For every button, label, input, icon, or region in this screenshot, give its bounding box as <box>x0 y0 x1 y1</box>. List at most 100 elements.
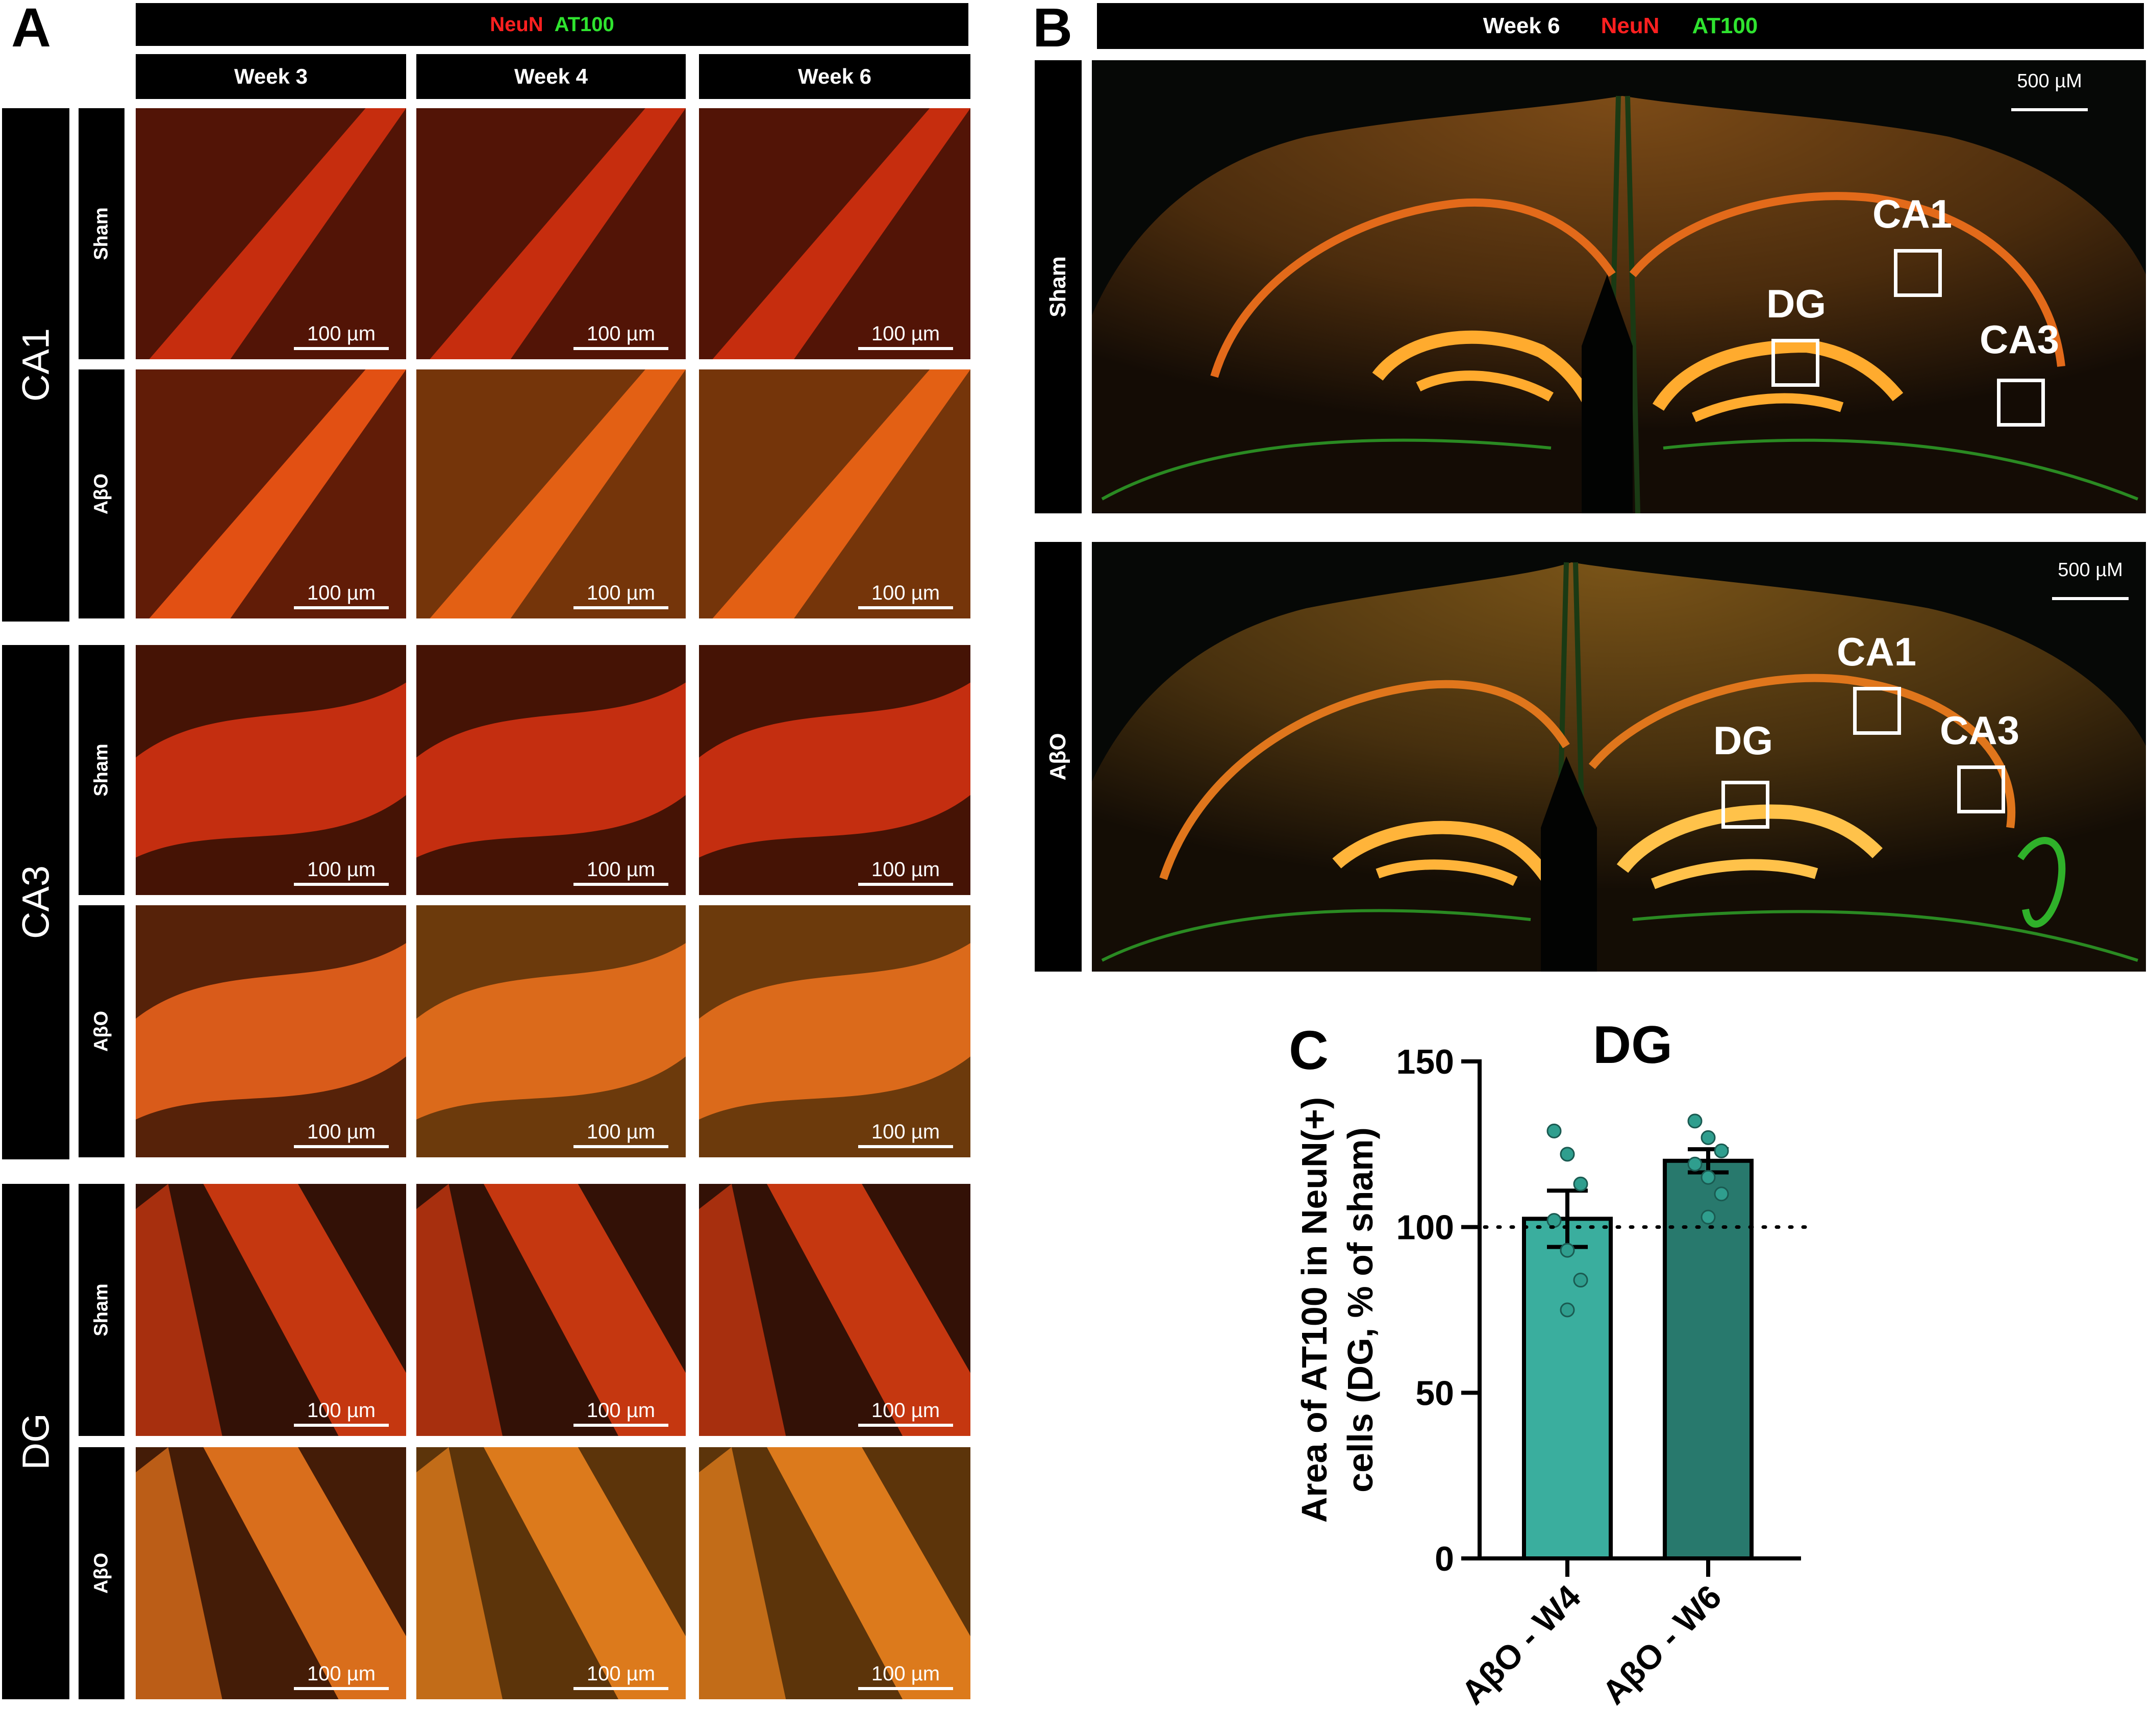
scale-bar-100um: 100 µm <box>573 1399 668 1427</box>
row-label-sham: Sham <box>1035 60 1082 513</box>
coronal-section-sham-image <box>1092 60 2146 513</box>
micrograph-dg-abo-col1 <box>136 1447 406 1699</box>
data-point <box>1714 1186 1729 1202</box>
scale-bar-100um: 100 µm <box>858 582 953 609</box>
panel-c-letter: C <box>1289 1019 1329 1081</box>
roi-label-ca3-abo: CA3 <box>1940 708 2020 753</box>
micrograph-ca1-sham-col1 <box>136 108 406 359</box>
scale-bar-100um: 100 µm <box>573 858 668 886</box>
micrograph-ca3-abo-col2 <box>416 905 686 1157</box>
data-point <box>1546 1213 1562 1228</box>
scale-bar-100um: 100 µm <box>858 1121 953 1148</box>
roi-dg-sham <box>1771 339 1819 387</box>
marker-neun-label: NeuN <box>1601 13 1660 38</box>
scale-bar-100um: 100 µm <box>858 323 953 350</box>
data-point <box>1687 1156 1703 1172</box>
scale-bar-100um: 100 µm <box>858 1399 953 1427</box>
panel-a-header: NeuN AT100 <box>136 3 968 46</box>
roi-label-dg-sham: DG <box>1766 281 1826 326</box>
micrograph-ca3-abo-col3 <box>699 905 970 1157</box>
roi-ca1-sham <box>1894 249 1942 297</box>
panel-b-header: Week 6 NeuN AT100 <box>1097 3 2144 49</box>
micrograph-dg-abo-col2 <box>416 1447 686 1699</box>
y-axis-label: Area of AT100 in NeuN(+) <box>1294 1097 1334 1523</box>
scale-bar-100um: 100 µm <box>573 1663 668 1690</box>
group-label-abo-ca3: AβO <box>79 905 124 1157</box>
micrograph-ca3-abo-col1 <box>136 905 406 1157</box>
region-label-dg: DG <box>2 1184 69 1699</box>
y-tick-label: 100 <box>1396 1208 1454 1247</box>
scale-bar-100um: 100 µm <box>858 858 953 886</box>
row-label-abo: AβO <box>1035 542 1082 972</box>
panel-a-letter: A <box>11 0 51 58</box>
micrograph-dg-sham-col1 <box>136 1184 406 1436</box>
group-label-sham-ca3: Sham <box>79 645 124 895</box>
data-point <box>1701 1170 1716 1185</box>
data-point <box>1560 1243 1575 1258</box>
roi-label-ca1-sham: CA1 <box>1872 191 1953 236</box>
marker-neun-label: NeuN <box>490 13 543 36</box>
column-header-week-6: Week 6 <box>699 54 970 99</box>
data-point <box>1701 1130 1716 1145</box>
micrograph-ca1-sham-col2 <box>416 108 686 359</box>
roi-label-dg-abo: DG <box>1713 718 1773 763</box>
region-label-ca1: CA1 <box>2 108 69 622</box>
timepoint-label: Week 6 <box>1483 13 1560 38</box>
roi-ca1-abo <box>1853 687 1901 735</box>
data-point <box>1573 1273 1588 1288</box>
scale-bar-100um: 100 µm <box>294 323 389 350</box>
x-category-label-2: AβO - W6 <box>1595 1578 1729 1712</box>
coronal-section-abo-image <box>1092 542 2146 972</box>
scale-bar-100um: 100 µm <box>294 1399 389 1427</box>
scale-bar-abo-section: 500 µM <box>2052 559 2129 600</box>
micrograph-dg-sham-col2 <box>416 1184 686 1436</box>
scale-bar-100um: 100 µm <box>858 1663 953 1690</box>
roi-label-ca3-sham: CA3 <box>1980 317 2060 362</box>
group-label-sham-ca1: Sham <box>79 108 124 359</box>
chart-title: DG <box>1593 1015 1672 1075</box>
scale-bar-100um: 100 µm <box>573 582 668 609</box>
group-label-abo-ca1: AβO <box>79 369 124 618</box>
micrograph-dg-sham-col3 <box>699 1184 970 1436</box>
data-point <box>1701 1209 1716 1225</box>
panel-b-letter: B <box>1033 0 1072 58</box>
group-label-sham-dg: Sham <box>79 1184 124 1436</box>
data-point <box>1714 1143 1729 1158</box>
micrograph-ca3-sham-col3 <box>699 645 970 895</box>
data-point <box>1560 1147 1575 1162</box>
scale-bar-100um: 100 µm <box>294 582 389 609</box>
bar-1 <box>1522 1217 1613 1560</box>
dg-bar-chart: 0 50 100 150 Area of AT100 in NeuN(+) cells (… <box>1294 1043 1818 1712</box>
roi-ca3-abo <box>1957 765 2005 813</box>
roi-dg-abo <box>1721 781 1769 829</box>
micrograph-ca1-abo-col2 <box>416 369 686 618</box>
y-tick-label: 150 <box>1396 1043 1454 1081</box>
scale-bar-100um: 100 µm <box>294 1663 389 1690</box>
micrograph-ca3-sham-col2 <box>416 645 686 895</box>
data-point <box>1560 1302 1575 1318</box>
micrograph-dg-abo-col3 <box>699 1447 970 1699</box>
column-header-week-3: Week 3 <box>136 54 406 99</box>
y-axis-label: cells (DG, % of sham) <box>1340 1127 1380 1493</box>
micrograph-ca1-abo-col1 <box>136 369 406 618</box>
scale-bar-100um: 100 µm <box>294 858 389 886</box>
micrograph-ca1-abo-col3 <box>699 369 970 618</box>
scale-bar-sham-section: 500 µM <box>2011 70 2088 111</box>
roi-ca3-sham <box>1997 379 2045 427</box>
data-point <box>1546 1123 1562 1138</box>
y-tick-label: 0 <box>1435 1540 1454 1578</box>
scale-bar-100um: 100 µm <box>573 1121 668 1148</box>
roi-label-ca1-abo: CA1 <box>1837 629 1917 674</box>
group-label-abo-dg: AβO <box>79 1447 124 1699</box>
data-point <box>1573 1176 1588 1192</box>
x-category-label-1: AβO - W4 <box>1454 1577 1588 1711</box>
micrograph-ca1-sham-col3 <box>699 108 970 359</box>
y-tick-label: 50 <box>1415 1374 1454 1412</box>
marker-at100-label: AT100 <box>1692 13 1758 38</box>
scale-bar-100um: 100 µm <box>294 1121 389 1148</box>
data-point <box>1687 1113 1703 1129</box>
scale-bar-100um: 100 µm <box>573 323 668 350</box>
micrograph-ca3-sham-col1 <box>136 645 406 895</box>
marker-at100-label: AT100 <box>554 13 614 36</box>
column-header-week-4: Week 4 <box>416 54 686 99</box>
